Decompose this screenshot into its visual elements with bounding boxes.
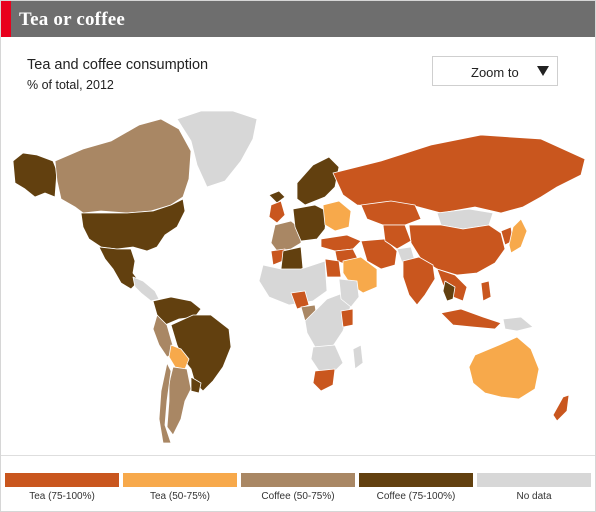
region-east-africa — [338, 278, 360, 308]
region-scandinavia — [296, 156, 340, 206]
legend-item-tea-50-75: Tea (50-75%) — [123, 473, 237, 509]
region-north-africa — [258, 260, 328, 306]
region-egypt — [324, 258, 342, 278]
region-kazakhstan — [360, 200, 422, 226]
legend-item-tea-75-100: Tea (75-100%) — [5, 473, 119, 509]
legend-swatch — [5, 473, 119, 487]
region-australia — [468, 336, 540, 400]
zoom-to-dropdown[interactable]: Zoom to — [432, 56, 558, 86]
legend-label: Coffee (50-75%) — [261, 491, 335, 502]
region-nigeria — [290, 290, 310, 310]
legend-item-no-data: No data — [477, 473, 591, 509]
region-india — [402, 256, 436, 306]
region-thailand — [442, 280, 456, 302]
map-legend: Tea (75-100%) Tea (50-75%) Coffee (50-75… — [1, 473, 595, 509]
widget-title: Tea or coffee — [19, 9, 126, 30]
legend-item-coffee-75-100: Coffee (75-100%) — [359, 473, 473, 509]
region-uruguay — [190, 376, 202, 394]
region-greenland — [176, 110, 258, 188]
region-philippines — [480, 280, 492, 302]
world-map — [12, 110, 586, 444]
widget-header: Tea or coffee — [1, 1, 595, 37]
region-russia — [332, 134, 586, 214]
region-turkey — [320, 234, 362, 252]
header-accent-bar — [1, 1, 11, 37]
zoom-to-label: Zoom to — [471, 65, 519, 80]
legend-swatch — [123, 473, 237, 487]
region-argentina — [166, 366, 192, 436]
region-south-africa — [312, 368, 336, 392]
region-japan — [508, 218, 528, 254]
map-title: Tea and coffee consumption — [27, 57, 209, 73]
region-chile — [158, 362, 172, 444]
region-eastern-europe — [322, 200, 352, 232]
region-central-america — [132, 276, 160, 302]
region-madagascar — [352, 344, 364, 370]
legend-label: Tea (75-100%) — [29, 491, 95, 502]
region-iceland — [268, 190, 286, 204]
legend-swatch — [477, 473, 591, 487]
region-canada — [54, 118, 192, 214]
region-mexico — [98, 246, 140, 290]
region-central-africa — [304, 292, 352, 350]
region-indonesia — [440, 308, 502, 330]
region-uk-ireland — [268, 200, 286, 224]
region-new-zealand — [552, 394, 570, 422]
region-kenya — [340, 308, 354, 328]
region-southern-africa — [310, 344, 344, 372]
region-papua-new-guinea — [502, 316, 534, 332]
legend-swatch — [241, 473, 355, 487]
legend-divider — [1, 455, 595, 456]
chevron-down-icon — [537, 66, 549, 76]
legend-label: Coffee (75-100%) — [376, 491, 456, 502]
region-alaska — [12, 152, 58, 198]
legend-item-coffee-50-75: Coffee (50-75%) — [241, 473, 355, 509]
legend-swatch — [359, 473, 473, 487]
region-usa — [80, 198, 186, 252]
region-central-europe — [292, 204, 328, 242]
region-central-asia — [382, 224, 412, 250]
region-france-iberia — [270, 220, 302, 252]
legend-label: No data — [516, 491, 552, 502]
legend-label: Tea (50-75%) — [149, 491, 211, 502]
map-subtitle: % of total, 2012 — [27, 78, 114, 92]
